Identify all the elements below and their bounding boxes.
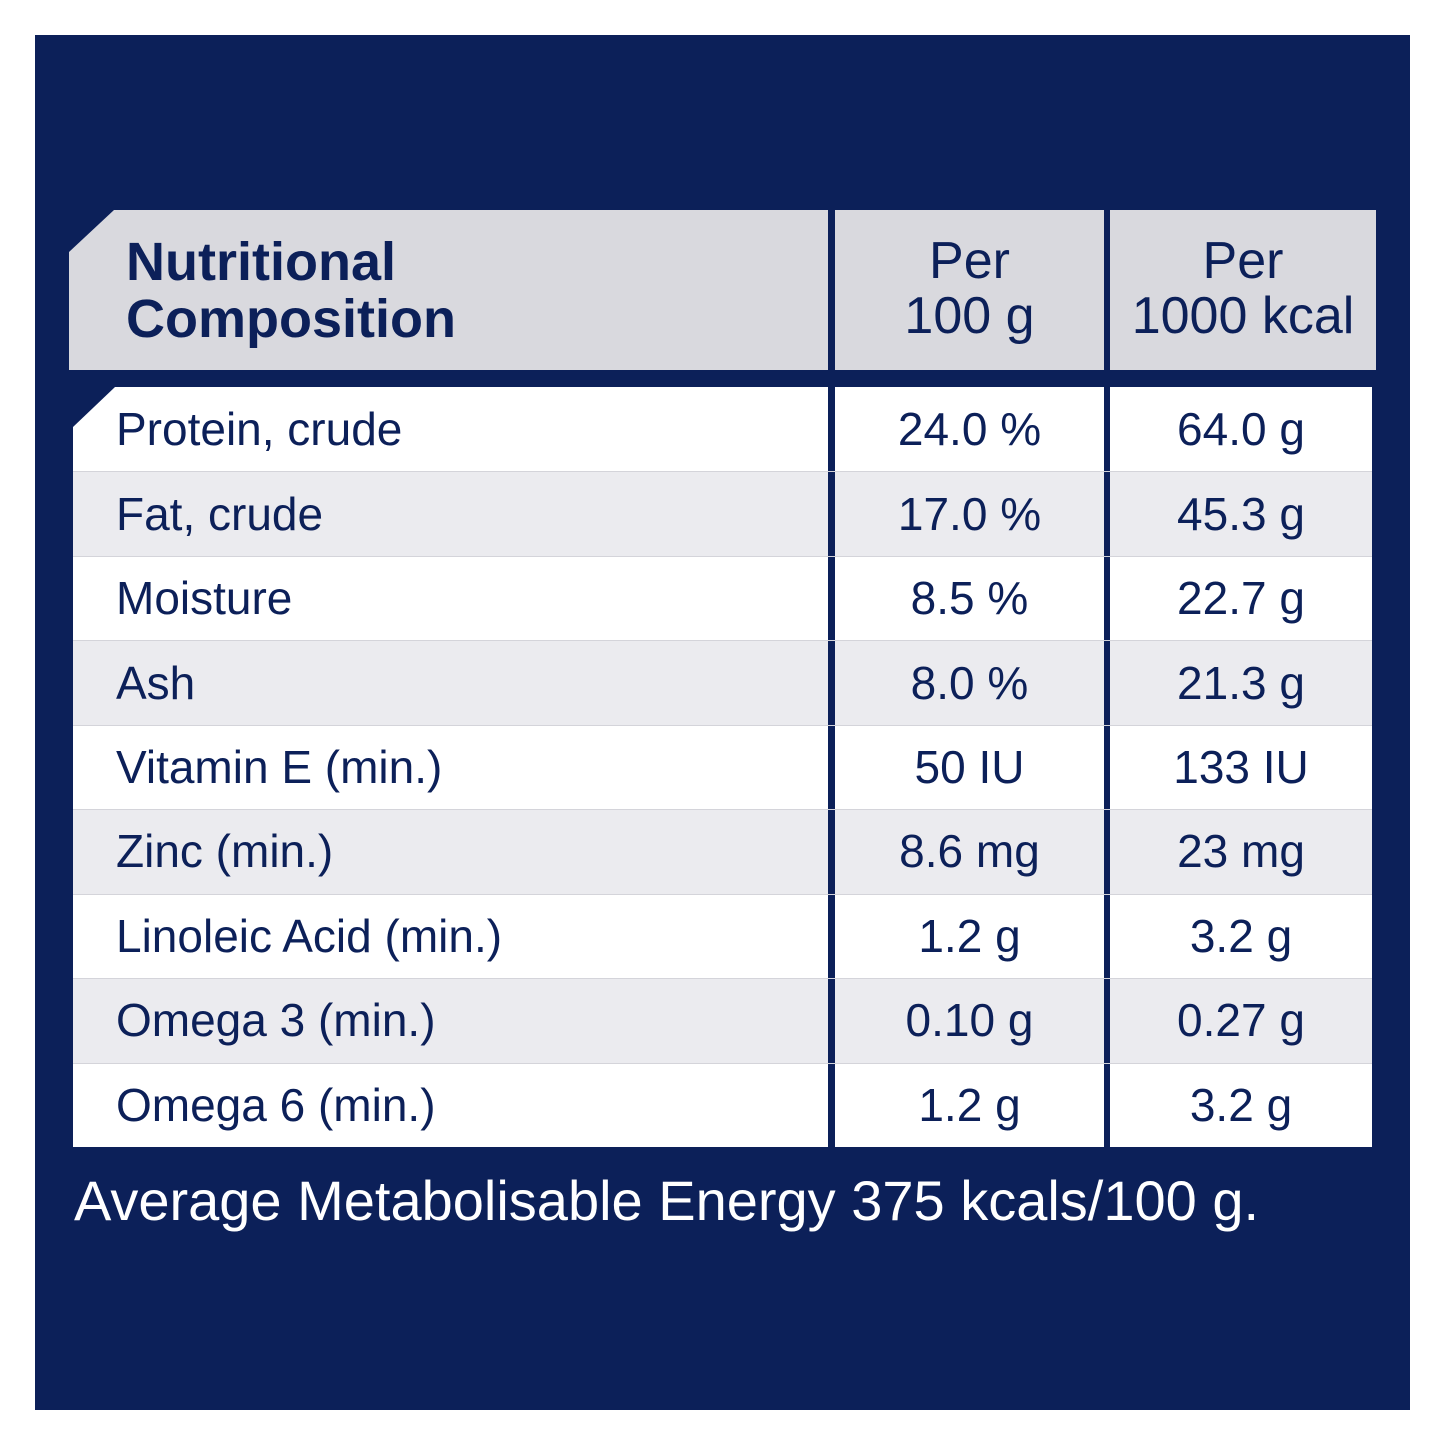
table-row: Moisture 8.5 % 22.7 g: [73, 555, 1372, 641]
col2-line-2: 1000 kcal: [1131, 287, 1355, 345]
table-row: Fat, crude 17.0 % 45.3 g: [73, 471, 1372, 556]
value-per-100g: 8.6 mg: [835, 809, 1104, 894]
nutrient-name: Protein, crude: [73, 387, 828, 472]
col2-line-1: Per: [1202, 232, 1284, 290]
value-per-1000kcal: 23 mg: [1110, 809, 1372, 894]
row-divider: [73, 893, 1372, 895]
nutrient-name: Zinc (min.): [73, 809, 828, 894]
table-row: Omega 3 (min.) 0.10 g 0.27 g: [73, 978, 1372, 1063]
row-divider: [73, 724, 1372, 726]
energy-footnote: Average Metabolisable Energy 375 kcals/1…: [74, 1169, 1260, 1232]
nutrient-name: Moisture: [73, 555, 828, 641]
title-line-1: Nutritional: [126, 232, 396, 292]
row-divider: [73, 978, 1372, 980]
nutrition-table-body: Protein, crude 24.0 % 64.0 g Fat, crude 17.0…: [73, 387, 1372, 1147]
value-per-100g: 24.0 %: [835, 387, 1104, 472]
nutrient-name: Omega 6 (min.): [73, 1062, 828, 1147]
value-per-1000kcal: 45.3 g: [1110, 471, 1372, 556]
header-per-100g: Per 100 g: [835, 210, 1104, 370]
table-title: Nutritional Composition: [126, 234, 456, 348]
value-per-100g: 17.0 %: [835, 471, 1104, 556]
table-row: Linoleic Acid (min.) 1.2 g 3.2 g: [73, 893, 1372, 979]
value-per-1000kcal: 21.3 g: [1110, 640, 1372, 725]
title-line-2: Composition: [126, 289, 456, 349]
value-per-1000kcal: 3.2 g: [1110, 893, 1372, 979]
row-divider: [73, 555, 1372, 557]
table-row: Ash 8.0 % 21.3 g: [73, 640, 1372, 725]
table-row: Zinc (min.) 8.6 mg 23 mg: [73, 809, 1372, 894]
nutrient-name: Linoleic Acid (min.): [73, 893, 828, 979]
table-row: Vitamin E (min.) 50 IU 133 IU: [73, 724, 1372, 810]
value-per-1000kcal: 0.27 g: [1110, 978, 1372, 1063]
value-per-1000kcal: 3.2 g: [1110, 1062, 1372, 1147]
col1-line-1: Per: [929, 232, 1010, 290]
value-per-100g: 1.2 g: [835, 1062, 1104, 1147]
value-per-100g: 8.0 %: [835, 640, 1104, 725]
nutrient-name: Vitamin E (min.): [73, 724, 828, 810]
header-per-1000kcal: Per 1000 kcal: [1110, 210, 1376, 370]
value-per-100g: 0.10 g: [835, 978, 1104, 1063]
nutrient-name: Omega 3 (min.): [73, 978, 828, 1063]
nutrient-name: Ash: [73, 640, 828, 725]
nutrient-name: Fat, crude: [73, 471, 828, 556]
row-divider: [73, 640, 1372, 642]
table-row: Protein, crude 24.0 % 64.0 g: [73, 387, 1372, 472]
value-per-100g: 1.2 g: [835, 893, 1104, 979]
value-per-100g: 50 IU: [835, 724, 1104, 810]
value-per-1000kcal: 22.7 g: [1110, 555, 1372, 641]
row-divider: [73, 1062, 1372, 1064]
value-per-1000kcal: 133 IU: [1110, 724, 1372, 810]
row-divider: [73, 809, 1372, 811]
table-row: Omega 6 (min.) 1.2 g 3.2 g: [73, 1062, 1372, 1147]
col1-line-2: 100 g: [904, 287, 1035, 345]
row-divider: [73, 471, 1372, 473]
value-per-100g: 8.5 %: [835, 555, 1104, 641]
value-per-1000kcal: 64.0 g: [1110, 387, 1372, 472]
header-title-cell: Nutritional Composition: [69, 210, 828, 370]
